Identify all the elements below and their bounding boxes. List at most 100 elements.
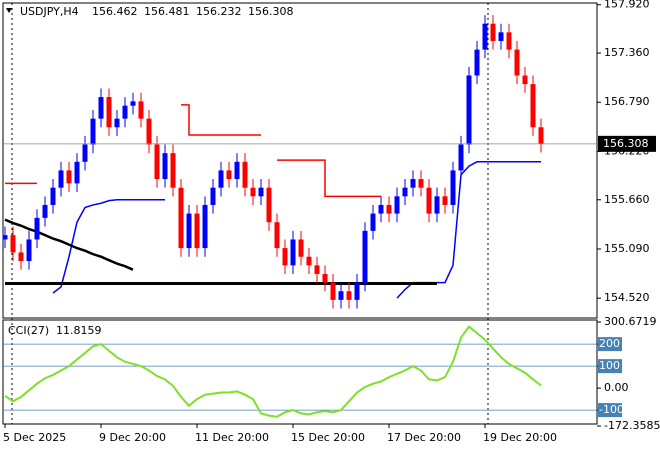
y-tick-label: 154.520 bbox=[604, 291, 650, 304]
candle-body bbox=[242, 161, 248, 188]
candle-body bbox=[314, 265, 320, 274]
x-tick-label: 19 Dec 20:00 bbox=[483, 431, 557, 444]
candle-body bbox=[66, 170, 72, 184]
ohlc-value: 156.308 bbox=[248, 5, 294, 18]
candle-body bbox=[410, 179, 416, 188]
candle-body bbox=[458, 144, 464, 171]
x-tick-label: 17 Dec 20:00 bbox=[387, 431, 461, 444]
candle-body bbox=[418, 179, 424, 188]
y-tick-label: 155.090 bbox=[604, 242, 650, 255]
candle-body bbox=[482, 23, 488, 50]
candle-body bbox=[258, 187, 264, 197]
candle-body bbox=[194, 213, 200, 249]
candle-body bbox=[74, 161, 80, 184]
candle-body bbox=[442, 196, 448, 205]
x-tick-label: 5 Dec 2025 bbox=[3, 431, 66, 444]
candle-body bbox=[298, 239, 304, 257]
candle-body bbox=[130, 101, 136, 106]
candle-body bbox=[154, 144, 160, 180]
candle-body bbox=[122, 105, 128, 119]
candle-body bbox=[50, 187, 56, 205]
y-tick-label: -100 bbox=[599, 403, 624, 416]
candle-body bbox=[106, 97, 112, 128]
candle-body bbox=[338, 291, 344, 300]
y-tick-label: 155.660 bbox=[604, 193, 650, 206]
cci-line bbox=[4, 325, 542, 418]
candle-body bbox=[402, 187, 408, 197]
cci-value: 11.8159 bbox=[56, 324, 102, 337]
ohlc-value: 156.481 bbox=[144, 5, 190, 18]
indicator-line bbox=[5, 104, 381, 198]
candle-body bbox=[186, 213, 192, 249]
candle-body bbox=[26, 239, 32, 262]
y-tick-label: -172.3585 bbox=[604, 419, 660, 432]
level-box bbox=[598, 337, 622, 352]
candle-body bbox=[434, 196, 440, 214]
candle-body bbox=[82, 144, 88, 162]
x-tick-label: 11 Dec 20:00 bbox=[195, 431, 269, 444]
y-tick-label: 200 bbox=[599, 337, 620, 350]
candle-body bbox=[114, 118, 120, 128]
y-tick-label: 100 bbox=[599, 359, 620, 372]
y-tick-label: 300.6719 bbox=[604, 315, 657, 328]
x-tick-label: 15 Dec 20:00 bbox=[291, 431, 365, 444]
candle-body bbox=[530, 84, 536, 128]
symbol-title: USDJPY,H4 bbox=[20, 5, 79, 18]
candle-body bbox=[2, 235, 8, 240]
y-tick-label: 0.00 bbox=[604, 381, 629, 394]
candle-body bbox=[10, 235, 16, 253]
candle-body bbox=[274, 222, 280, 249]
candle-body bbox=[282, 248, 288, 266]
candle-body bbox=[378, 204, 384, 214]
candle-body bbox=[498, 32, 504, 41]
level-box bbox=[598, 359, 622, 374]
candle-body bbox=[370, 213, 376, 231]
candle-body bbox=[306, 256, 312, 266]
candle-body bbox=[514, 49, 520, 76]
candle-body bbox=[330, 282, 336, 300]
candle-body bbox=[538, 127, 544, 144]
candle-body bbox=[250, 187, 256, 197]
candle-body bbox=[226, 170, 232, 180]
candle-body bbox=[202, 204, 208, 249]
candle-body bbox=[506, 32, 512, 50]
y-tick-label: 157.920 bbox=[604, 0, 650, 11]
candle-body bbox=[138, 101, 144, 119]
cci-panel bbox=[2, 319, 598, 425]
candle-body bbox=[394, 196, 400, 214]
last-price-label: 156.308 bbox=[603, 137, 649, 150]
candle-body bbox=[466, 75, 472, 145]
candle-body bbox=[290, 239, 296, 266]
candle-body bbox=[170, 153, 176, 188]
candle-body bbox=[146, 118, 152, 145]
candle-body bbox=[362, 230, 368, 283]
candle-body bbox=[490, 23, 496, 41]
candle-body bbox=[322, 273, 328, 283]
candle-body bbox=[98, 97, 104, 119]
candle-body bbox=[58, 170, 64, 188]
candle-body bbox=[218, 170, 224, 188]
y-tick-label: 156.790 bbox=[604, 95, 650, 108]
candle-body bbox=[34, 217, 40, 240]
y-tick-label: 157.360 bbox=[604, 46, 650, 59]
candle-body bbox=[354, 282, 360, 300]
candle-body bbox=[210, 187, 216, 205]
candle-body bbox=[162, 153, 168, 180]
main-panel bbox=[2, 2, 598, 319]
candle-body bbox=[178, 187, 184, 249]
candle-body bbox=[346, 291, 352, 300]
cci-title: CCI(27) bbox=[8, 324, 49, 337]
candle-body bbox=[18, 252, 24, 262]
header-arrow bbox=[6, 8, 12, 13]
candle-body bbox=[426, 187, 432, 214]
indicator-line bbox=[4, 218, 134, 271]
ohlc-value: 156.462 bbox=[92, 5, 138, 18]
candle-body bbox=[90, 118, 96, 145]
candle-body bbox=[474, 49, 480, 76]
candle-body bbox=[386, 204, 392, 214]
level-box bbox=[598, 403, 622, 418]
candle-body bbox=[450, 170, 456, 205]
x-tick-label: 9 Dec 20:00 bbox=[99, 431, 166, 444]
